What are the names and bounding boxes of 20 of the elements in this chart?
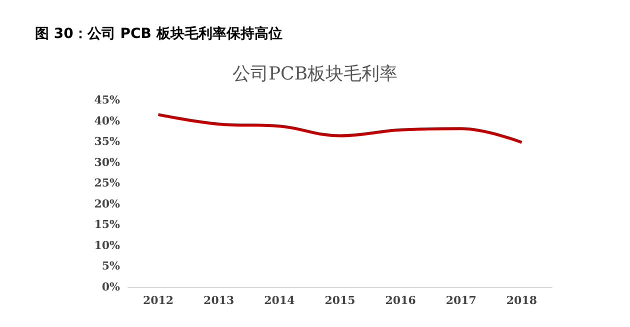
- y-tick-label: 40%: [94, 114, 121, 128]
- y-tick-label: 5%: [102, 260, 121, 273]
- x-tick-label: 2012: [142, 294, 174, 307]
- x-tick-label: 2018: [506, 294, 538, 307]
- y-tick-label: 25%: [94, 176, 121, 190]
- x-tick-label: 2014: [264, 294, 296, 307]
- y-tick-label: 10%: [94, 238, 121, 252]
- x-tick-label: 2015: [324, 294, 356, 307]
- y-tick-label: 35%: [94, 135, 121, 148]
- chart-subtitle: 公司PCB板块毛利率: [232, 64, 398, 84]
- y-tick-label: 0%: [102, 280, 121, 294]
- x-tick-label: 2016: [385, 294, 416, 307]
- chart-title: 图 30：公司 PCB 板块毛利率保持高位: [35, 25, 282, 42]
- line-series: [156, 113, 524, 144]
- x-tick-label: 2013: [204, 294, 234, 307]
- y-tick-label: 30%: [94, 156, 121, 169]
- y-tick-label: 45%: [94, 94, 121, 106]
- x-tick-label: 2017: [446, 294, 476, 307]
- y-tick-label: 15%: [94, 218, 121, 232]
- y-tick-label: 20%: [94, 197, 121, 210]
